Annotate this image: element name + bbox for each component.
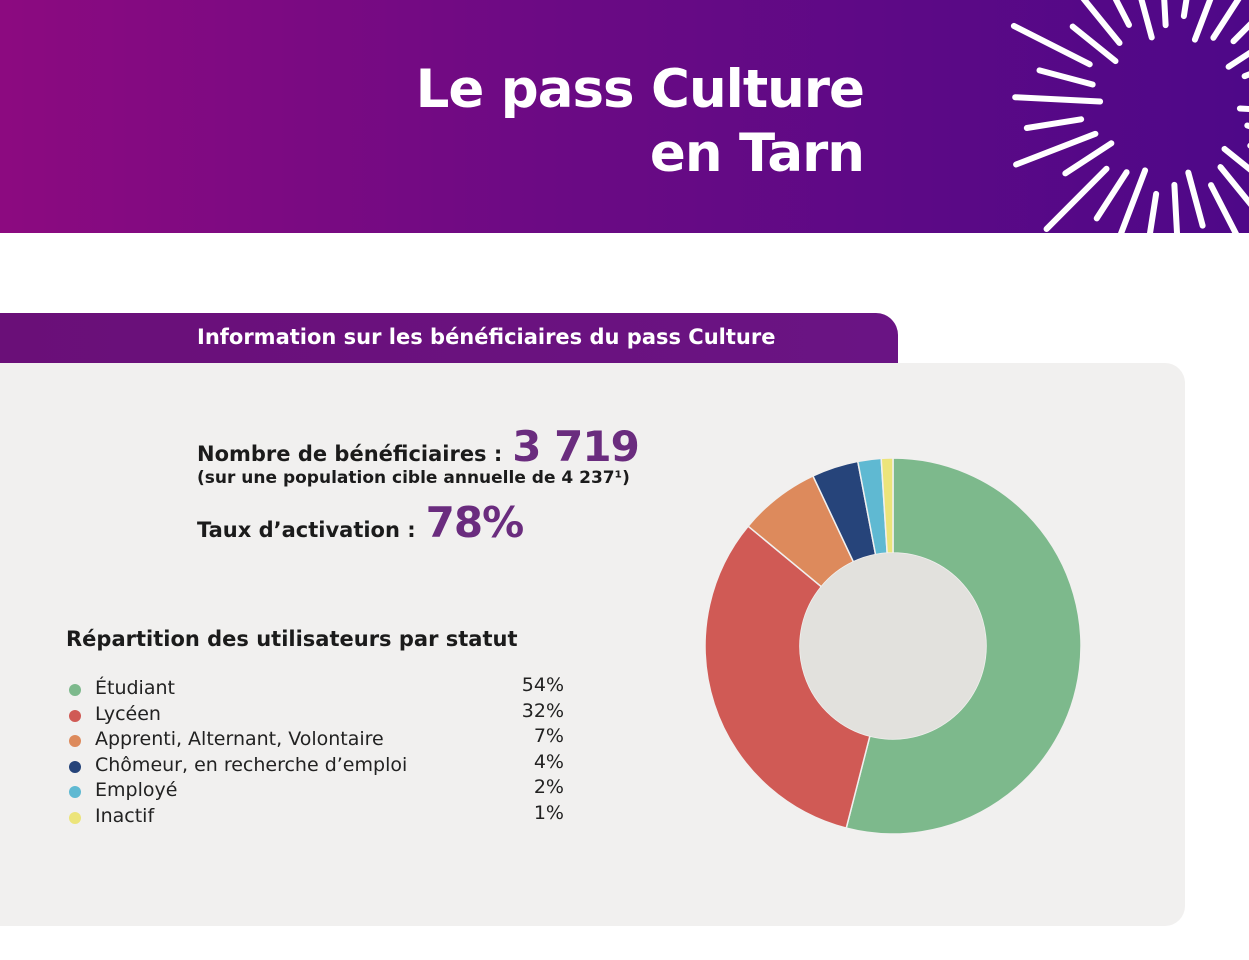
sunburst-ray [1062, 140, 1115, 177]
legend-item: Chômeur, en recherche d’emploi 4% [66, 750, 566, 780]
sunburst-ray [1191, 0, 1214, 43]
sunburst-ray [1080, 0, 1123, 46]
sunburst-ray [1208, 182, 1239, 233]
sunburst-ray [1010, 22, 1093, 68]
legend-label: Étudiant [95, 677, 175, 699]
beneficiaries-value: 3 719 [512, 422, 640, 471]
sunburst-ray [1217, 164, 1249, 207]
sunburst-ray [1180, 0, 1190, 20]
sunburst-ray [1069, 23, 1119, 65]
activation-label: Taux d’activation : [197, 518, 416, 542]
legend-swatch [69, 760, 81, 773]
legend-item: Inactif 1% [66, 801, 566, 831]
legend-label: Chômeur, en recherche d’emploi [95, 753, 408, 776]
sunburst-ray [1138, 0, 1155, 41]
legend-item: Lycéen 32% [66, 699, 566, 729]
title-line-1: Le pass Culture [415, 59, 865, 120]
legend-value: 7% [533, 725, 564, 748]
chart-title: Répartition des utilisateurs par statut [66, 627, 518, 651]
legend-swatch [69, 735, 81, 748]
donut-slice [845, 457, 1082, 835]
legend-item: Employé 2% [66, 776, 566, 805]
sunburst-ray [1118, 167, 1149, 233]
activation-value: 78% [425, 498, 525, 547]
legend-value: 54% [521, 674, 564, 696]
legend-swatch [69, 684, 81, 696]
donut-hole [800, 553, 986, 739]
sunburst-ray [1210, 0, 1242, 41]
beneficiaries-stat: Nombre de bénéficiaires : 3 719 [197, 422, 640, 471]
legend-value: 32% [521, 699, 564, 722]
legend-label: Inactif [95, 804, 155, 827]
section-tab-label: Information sur les bénéficiaires du pas… [197, 325, 776, 349]
legend-item: Étudiant 54% [66, 674, 566, 703]
sunburst-ray [1161, 0, 1169, 29]
page-title: Le pass Culture en Tarn [415, 58, 865, 186]
sunburst-ray [1236, 105, 1249, 112]
population-note: (sur une population cible annuelle de 4 … [197, 468, 630, 488]
legend-value: 4% [533, 750, 564, 773]
donut-chart [704, 457, 1082, 835]
beneficiaries-label: Nombre de bénéficiaires : [197, 442, 503, 466]
sunburst-ray [1043, 165, 1110, 233]
title-line-2: en Tarn [649, 123, 865, 184]
header-banner: Le pass Culture en Tarn [0, 0, 1249, 233]
legend-item: Apprenti, Alternant, Volontaire 7% [66, 725, 566, 754]
legend-swatch [69, 709, 81, 722]
legend-label: Employé [95, 779, 178, 802]
sunburst-ray [1112, 0, 1132, 28]
chart-legend: Étudiant 54% Lycéen 32% Apprenti, Alternant,… [66, 674, 566, 831]
sunburst-ray [1225, 49, 1249, 70]
sunburst-ray [1036, 67, 1096, 88]
legend-label: Lycéen [95, 702, 161, 725]
legend-swatch [69, 811, 81, 824]
sunburst-ray [1013, 130, 1099, 168]
sunburst-ray [1023, 116, 1085, 132]
sunburst-ray [1230, 21, 1249, 45]
sunburst-ray [1185, 169, 1206, 229]
sunburst-ray [1012, 94, 1104, 105]
legend-value: 2% [533, 776, 564, 799]
sunburst-ray [1221, 145, 1249, 173]
sunburst-ray [1171, 181, 1181, 233]
section-tab: Information sur les bénéficiaires du pas… [0, 313, 898, 363]
activation-stat: Taux d’activation : 78% [197, 498, 525, 547]
legend-swatch [69, 786, 81, 799]
legend-value: 1% [533, 801, 564, 824]
legend-label: Apprenti, Alternant, Volontaire [95, 728, 384, 751]
sunburst-ray [1093, 169, 1130, 222]
sunburst-ray [1147, 190, 1160, 233]
sunburst-icon [1010, 0, 1249, 233]
